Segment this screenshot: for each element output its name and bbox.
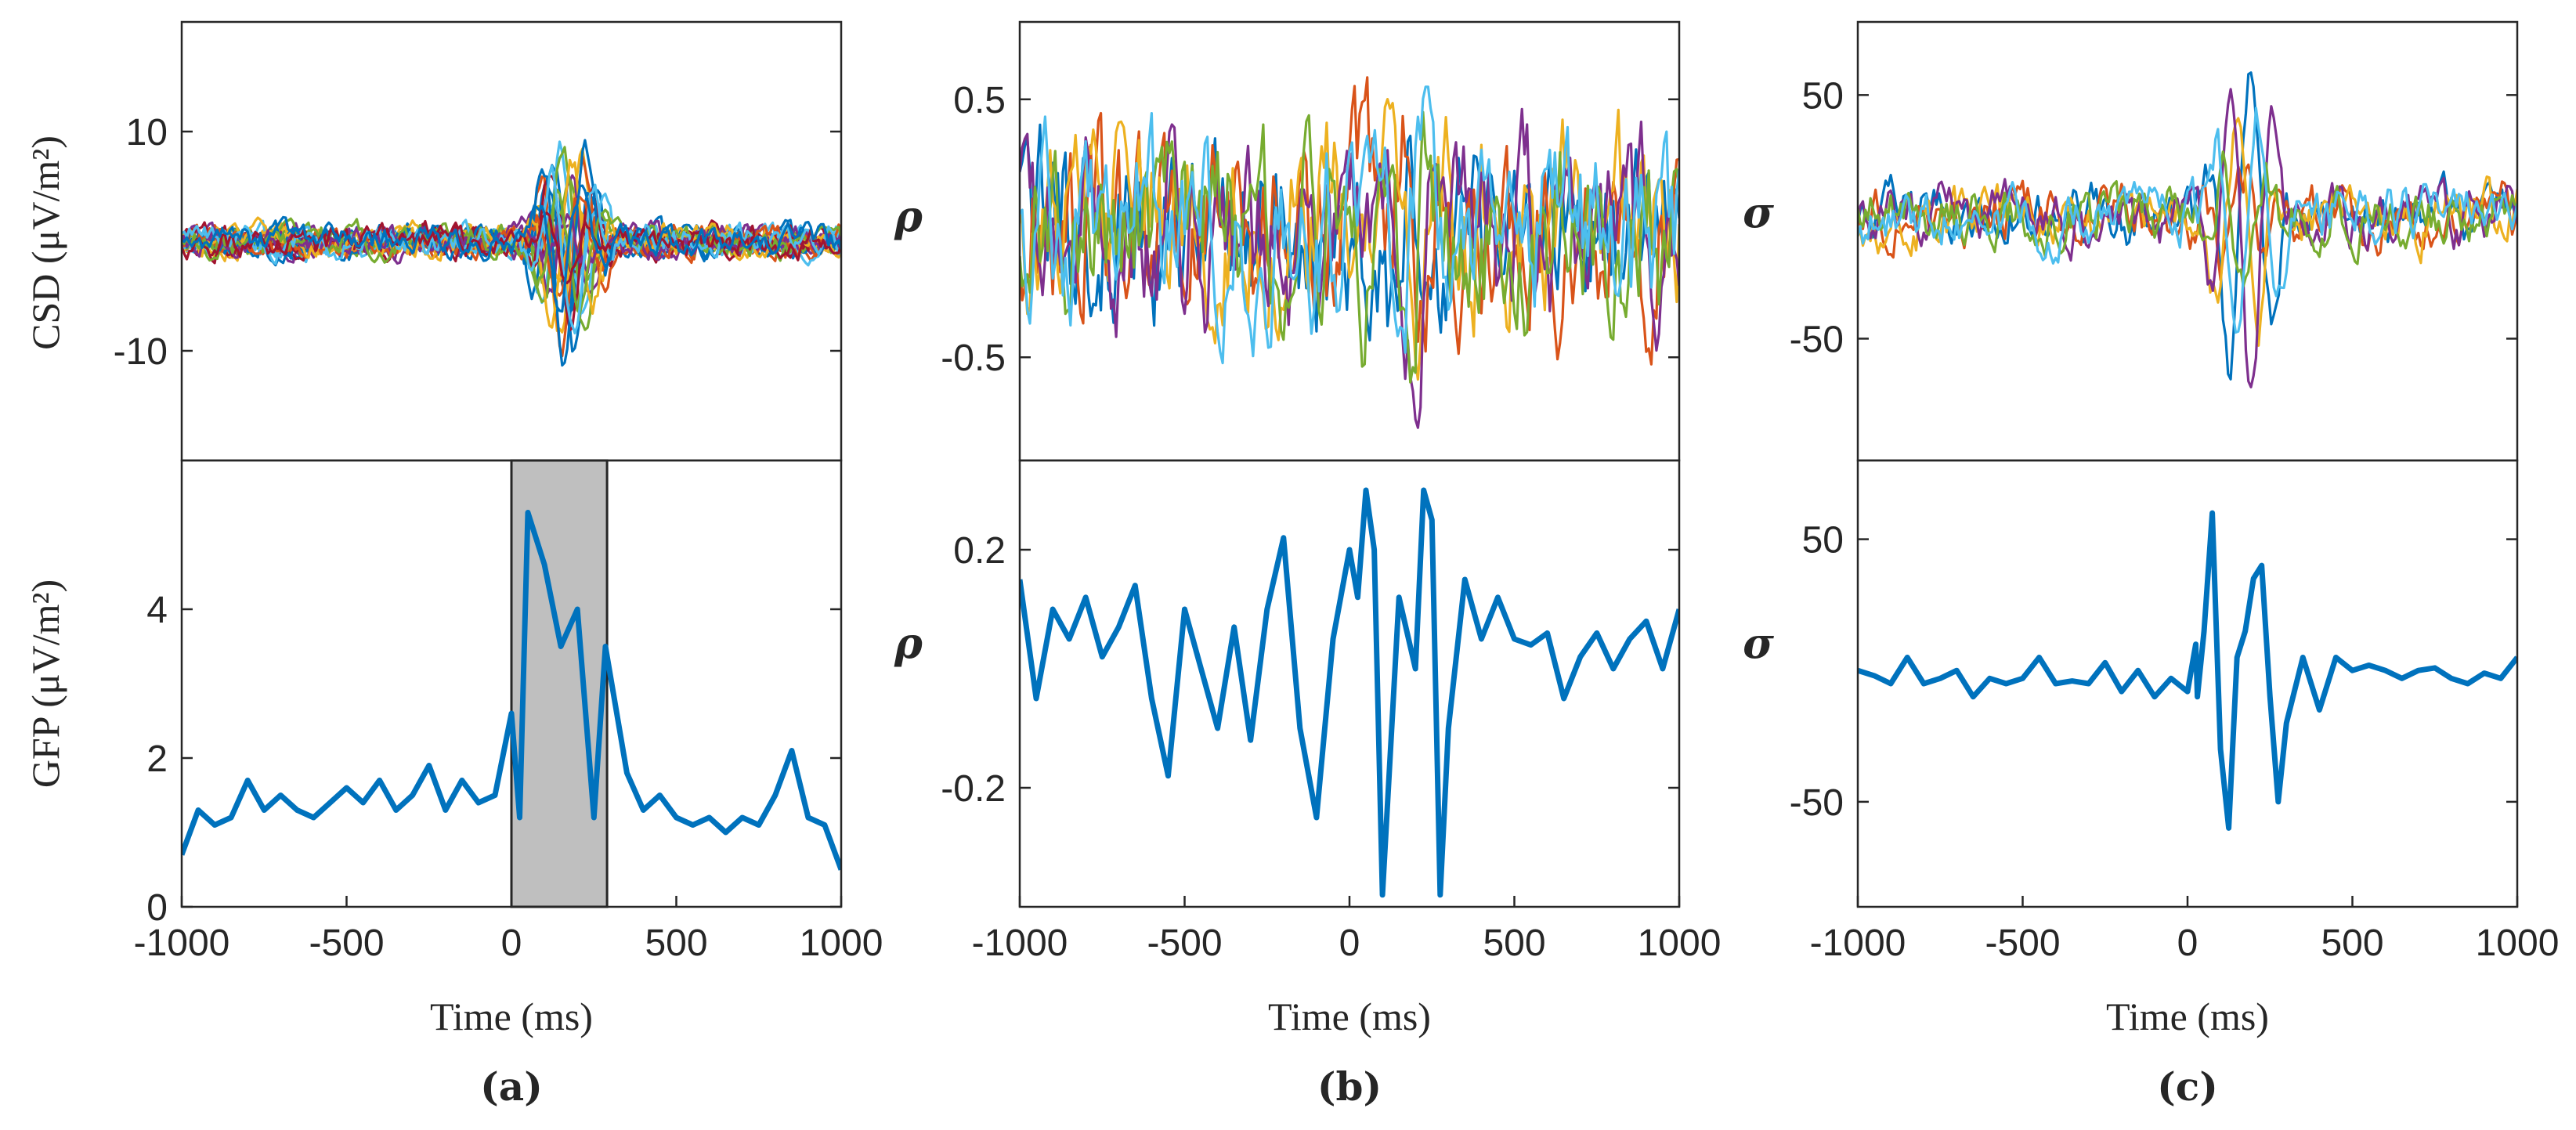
axes-box	[1018, 459, 1681, 908]
y-tick-label: -0.5	[941, 338, 1006, 379]
y-axis-label: σ	[1743, 618, 1774, 668]
x-tick-label: 1000	[2476, 922, 2560, 964]
x-tick-label: -1000	[134, 922, 230, 964]
panel-b-top: 0.5 -0.5 ρ	[894, 20, 1681, 462]
y-tick-label: -0.2	[941, 768, 1006, 810]
panel-label-a: (a)	[480, 1063, 543, 1110]
y-axis-label: ρ	[894, 618, 923, 668]
x-tick-label: -1000	[972, 922, 1068, 964]
x-axis-label: Time (ms)	[1268, 995, 1431, 1038]
series-line	[1020, 487, 1679, 898]
x-tick-label: 0	[2177, 922, 2198, 964]
channel-trace	[182, 184, 841, 313]
y-tick-label: 10	[126, 112, 168, 153]
panel-label-c: (c)	[2157, 1063, 2218, 1110]
y-tick-label: 2	[146, 738, 168, 780]
y-tick-label: 4	[146, 590, 168, 631]
panel-c-bottom: 50 -50 -1000 -500 0 500 1000 σ Time (ms) (c)	[1743, 459, 2560, 1110]
channel-trace	[1858, 150, 2517, 288]
x-tick-label: 500	[2321, 922, 2383, 964]
channel-trace	[1020, 110, 1679, 384]
y-tick-label: 50	[1802, 75, 1844, 117]
x-tick-label: -500	[309, 922, 384, 964]
panel-label-b: (b)	[1317, 1063, 1382, 1110]
x-tick-label: -500	[1147, 922, 1222, 964]
x-axis-label: Time (ms)	[2106, 995, 2269, 1038]
y-axis-label: σ	[1743, 187, 1774, 237]
x-tick-label: 0	[501, 922, 522, 964]
channel-trace	[1020, 85, 1679, 365]
y-axis-label: ρ	[894, 191, 923, 241]
y-tick-label: -50	[1790, 782, 1844, 824]
x-tick-label: -1000	[1810, 922, 1906, 964]
x-axis-label: Time (ms)	[430, 995, 593, 1038]
y-tick-label: 0.2	[953, 530, 1006, 572]
panel-b-bottom: 0.2 -0.2 -1000 -500 0 500 1000 ρ Time (ms) (b…	[894, 459, 1722, 1110]
y-tick-label: -10	[114, 331, 168, 373]
channel-trace	[182, 164, 841, 335]
x-tick-label: 1000	[1638, 922, 1722, 964]
x-tick-label: 1000	[800, 922, 883, 964]
x-tick-label: 500	[645, 922, 707, 964]
panel-a-bottom: 0 2 4 -1000 -500 0 500 1000 GFP (μV/m²) Time (…	[23, 459, 883, 1110]
y-axis-label: CSD (μV/m²)	[23, 135, 67, 350]
panel-c-top: 50 -50 σ	[1743, 20, 2519, 462]
y-tick-label: -50	[1790, 319, 1844, 360]
x-tick-label: 0	[1339, 922, 1360, 964]
y-tick-label: 0	[146, 887, 168, 929]
panel-a-top: 10 -10 CSD (μV/m²)	[23, 20, 843, 462]
y-axis-label: GFP (μV/m²)	[23, 579, 67, 788]
series-line	[1858, 510, 2517, 831]
x-tick-label: 500	[1483, 922, 1545, 964]
y-tick-label: 0.5	[953, 80, 1006, 121]
x-tick-label: -500	[1985, 922, 2060, 964]
series-line	[182, 510, 841, 871]
y-tick-label: 50	[1802, 520, 1844, 561]
channel-trace	[1858, 107, 2517, 334]
